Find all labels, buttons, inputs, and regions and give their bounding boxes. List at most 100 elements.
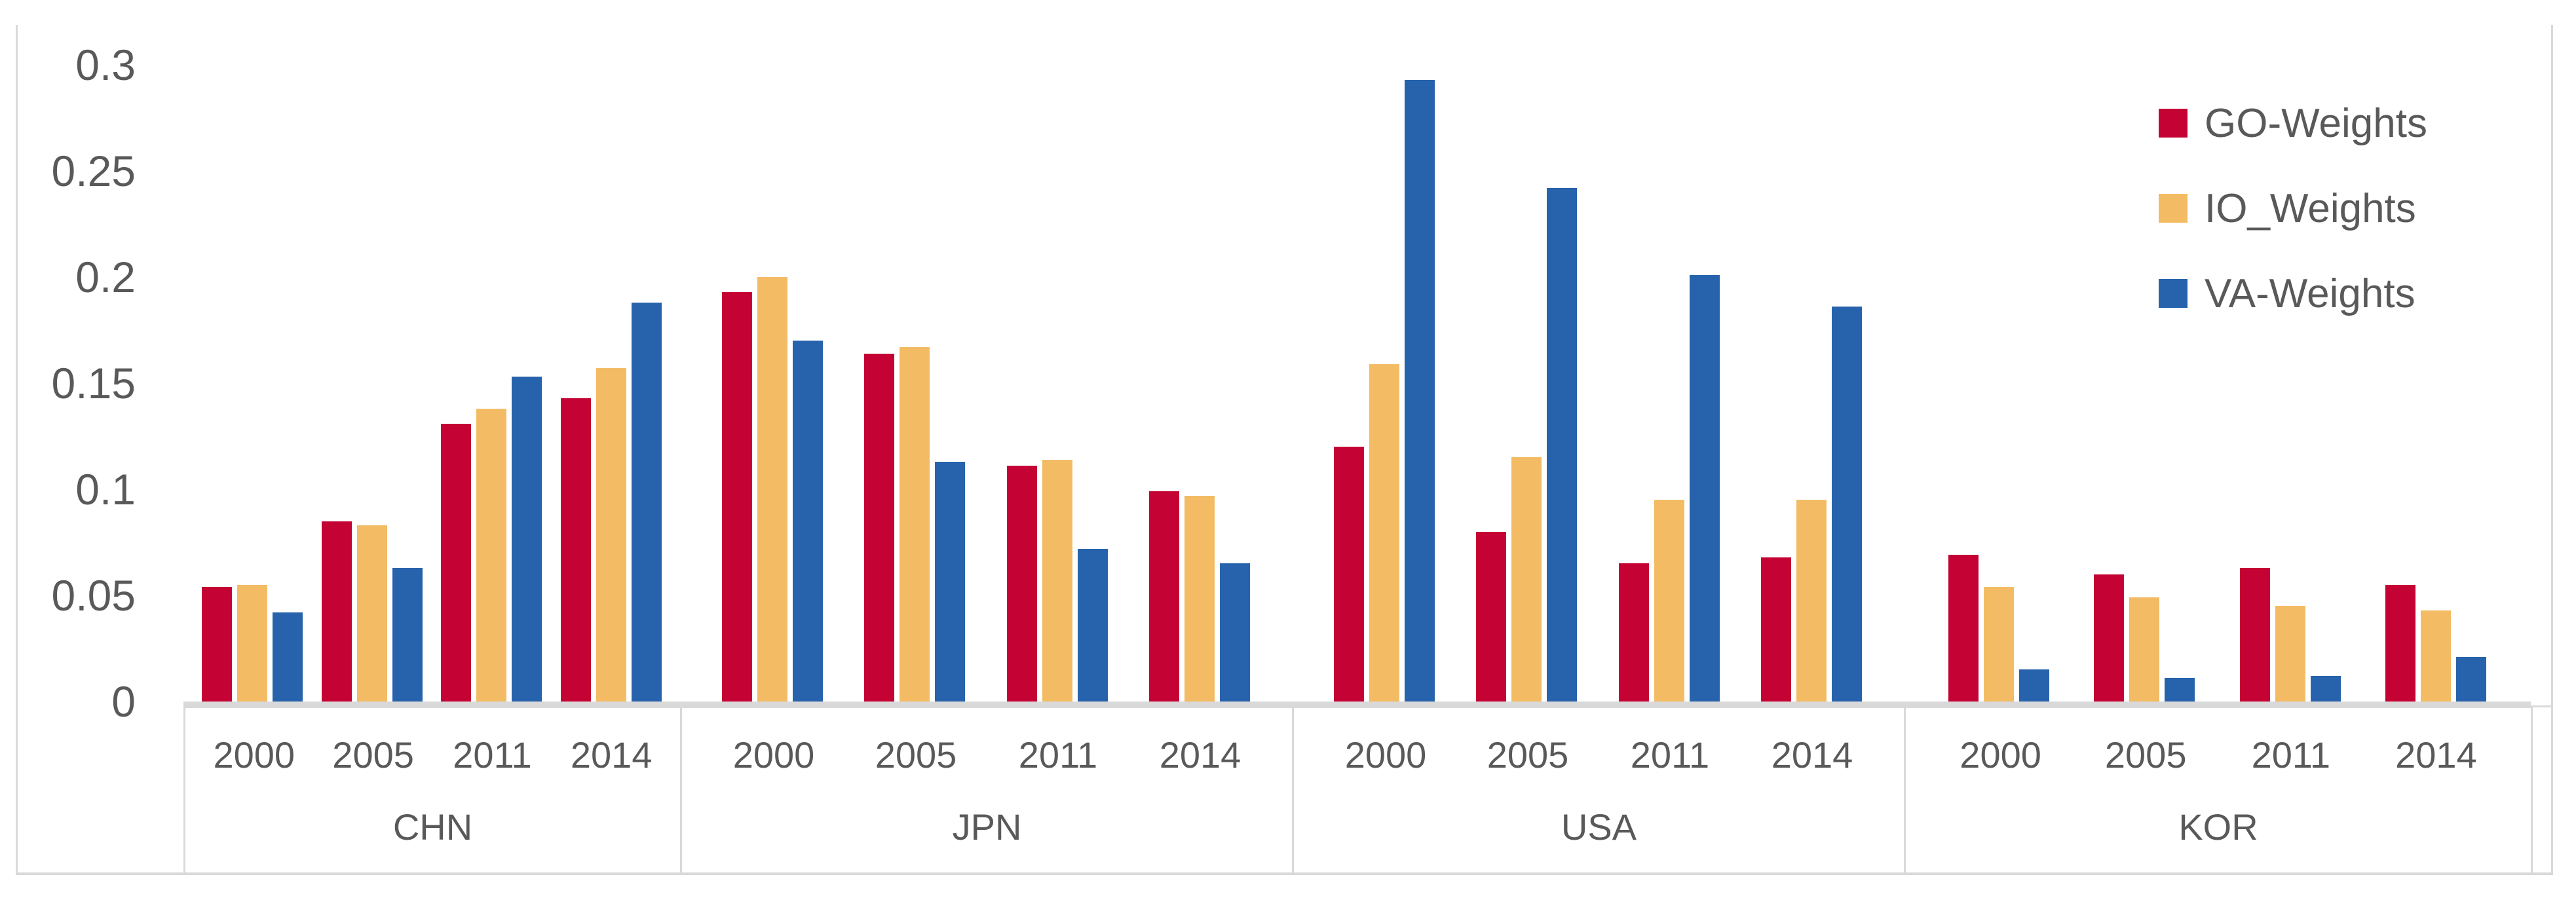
bar-kor-2005-go-weights xyxy=(2094,574,2125,702)
bar-jpn-2014-go-weights xyxy=(1149,491,1180,702)
year-label: 2000 xyxy=(1344,734,1427,776)
bar-kor-2000-io-weights xyxy=(1984,587,2015,702)
bar-usa-2000-va-weights xyxy=(1404,80,1435,702)
y-tick-label: 0 xyxy=(111,677,136,726)
bar-kor-2011-io-weights xyxy=(2275,606,2305,702)
bar-usa-2005-io-weights xyxy=(1511,457,1542,702)
bar-usa-2005-va-weights xyxy=(1547,188,1578,702)
bar-jpn-2014-va-weights xyxy=(1220,563,1251,702)
country-label-usa: USA xyxy=(1561,806,1637,848)
country-panel-kor xyxy=(1904,65,2531,702)
y-tick-label: 0.25 xyxy=(51,147,136,195)
legend-label: GO-Weights xyxy=(2205,100,2427,146)
bar-usa-2014-va-weights xyxy=(1832,307,1863,702)
bar-jpn-2011-go-weights xyxy=(1006,466,1037,702)
bar-kor-2014-io-weights xyxy=(2420,610,2451,702)
year-cluster-kor-2005 xyxy=(2094,574,2195,702)
year-cluster-jpn-2014 xyxy=(1149,491,1251,702)
bar-kor-2014-go-weights xyxy=(2385,585,2415,702)
year-cluster-chn-2011 xyxy=(441,377,542,702)
year-label: 2011 xyxy=(1018,734,1098,776)
bar-chn-2014-io-weights xyxy=(596,368,626,702)
x-axis-labels: 2000 2005 2011 2014 CHN 2000 2005 2011 2014 JPN 20… xyxy=(16,705,2553,875)
bar-kor-2000-va-weights xyxy=(2019,669,2050,702)
bar-usa-2011-io-weights xyxy=(1654,500,1684,702)
bar-usa-2000-go-weights xyxy=(1333,447,1364,702)
year-row: 2000 2005 2011 2014 xyxy=(1294,732,1904,778)
country-label-chn: CHN xyxy=(392,806,473,848)
bar-chn-2005-io-weights xyxy=(356,525,387,702)
bar-usa-2000-io-weights xyxy=(1369,364,1399,702)
category-cell-jpn: 2000 2005 2011 2014 JPN xyxy=(680,705,1292,875)
year-cluster-chn-2014 xyxy=(560,303,662,702)
year-row: 2000 2005 2011 2014 xyxy=(682,732,1292,778)
y-tick-label: 0.05 xyxy=(51,571,136,620)
bar-usa-2014-io-weights xyxy=(1796,500,1827,702)
legend-item-go-weights: GO-Weights xyxy=(2159,100,2427,147)
legend-item-io-weights: IO_Weights xyxy=(2159,185,2427,232)
legend-item-va-weights: VA-Weights xyxy=(2159,270,2427,317)
bar-jpn-2005-va-weights xyxy=(935,462,966,702)
bar-chn-2000-go-weights xyxy=(202,587,233,702)
bar-kor-2000-go-weights xyxy=(1948,555,1979,702)
bar-chn-2000-io-weights xyxy=(237,585,268,702)
bar-usa-2011-va-weights xyxy=(1689,275,1720,702)
year-row: 2000 2005 2011 2014 xyxy=(185,732,680,778)
country-panel-chn xyxy=(183,65,680,702)
country-label-jpn: JPN xyxy=(952,806,1022,848)
year-label: 2000 xyxy=(732,734,815,776)
y-tick-label: 0.1 xyxy=(75,465,136,514)
legend-label: VA-Weights xyxy=(2205,271,2415,316)
legend-swatch-icon xyxy=(2159,194,2188,223)
legend-swatch-icon xyxy=(2159,109,2188,138)
country-label-kor: KOR xyxy=(2178,806,2258,848)
year-label: 2014 xyxy=(570,734,653,776)
y-tick-label: 0.15 xyxy=(51,359,136,407)
year-cluster-kor-2011 xyxy=(2239,568,2341,702)
bar-jpn-2000-go-weights xyxy=(721,292,752,702)
year-cluster-jpn-2000 xyxy=(721,277,823,702)
bar-usa-2011-go-weights xyxy=(1618,563,1649,702)
year-label: 2014 xyxy=(2395,734,2477,776)
bar-jpn-2011-va-weights xyxy=(1077,549,1108,702)
bar-jpn-2005-io-weights xyxy=(900,347,930,702)
bar-chn-2014-go-weights xyxy=(560,398,591,702)
year-cluster-usa-2005 xyxy=(1476,188,1578,702)
axis-end-cell xyxy=(2531,705,2553,875)
category-cell-chn: 2000 2005 2011 2014 CHN xyxy=(183,705,680,875)
year-label: 2000 xyxy=(213,734,295,776)
bar-jpn-2000-io-weights xyxy=(757,277,787,702)
year-cluster-kor-2000 xyxy=(1948,555,2050,702)
category-cell-usa: 2000 2005 2011 2014 USA xyxy=(1292,705,1904,875)
y-tick-label: 0.2 xyxy=(75,253,136,301)
year-cluster-usa-2011 xyxy=(1618,275,1720,702)
year-label: 2014 xyxy=(1159,734,1241,776)
bar-chn-2000-va-weights xyxy=(273,612,303,702)
year-label: 2005 xyxy=(875,734,957,776)
bar-chn-2005-va-weights xyxy=(392,568,423,702)
bar-kor-2014-va-weights xyxy=(2455,657,2486,702)
bar-kor-2011-va-weights xyxy=(2310,676,2341,702)
x-axis-line xyxy=(183,702,2531,708)
legend-label: IO_Weights xyxy=(2205,185,2416,231)
year-label: 2011 xyxy=(1630,734,1710,776)
bar-usa-2014-go-weights xyxy=(1761,557,1792,702)
year-label: 2014 xyxy=(1771,734,1853,776)
year-cluster-usa-2000 xyxy=(1333,80,1435,702)
year-cluster-chn-2000 xyxy=(202,585,303,702)
axis-corner-cell xyxy=(16,705,183,875)
y-axis: 0 0.05 0.1 0.15 0.2 0.25 0.3 xyxy=(0,0,136,898)
bar-jpn-2000-va-weights xyxy=(792,341,823,702)
year-cluster-jpn-2011 xyxy=(1006,460,1108,702)
year-row: 2000 2005 2011 2014 xyxy=(1906,732,2531,778)
bar-kor-2011-go-weights xyxy=(2239,568,2270,702)
year-cluster-usa-2014 xyxy=(1761,307,1863,702)
year-cluster-chn-2005 xyxy=(321,521,423,702)
year-cluster-jpn-2005 xyxy=(864,347,966,702)
country-panel-usa xyxy=(1292,65,1904,702)
bar-kor-2005-va-weights xyxy=(2165,678,2195,702)
bar-chn-2011-io-weights xyxy=(476,409,507,702)
year-label: 2000 xyxy=(1960,734,2041,776)
plot-area xyxy=(183,65,2531,702)
bar-chn-2011-va-weights xyxy=(512,377,542,702)
